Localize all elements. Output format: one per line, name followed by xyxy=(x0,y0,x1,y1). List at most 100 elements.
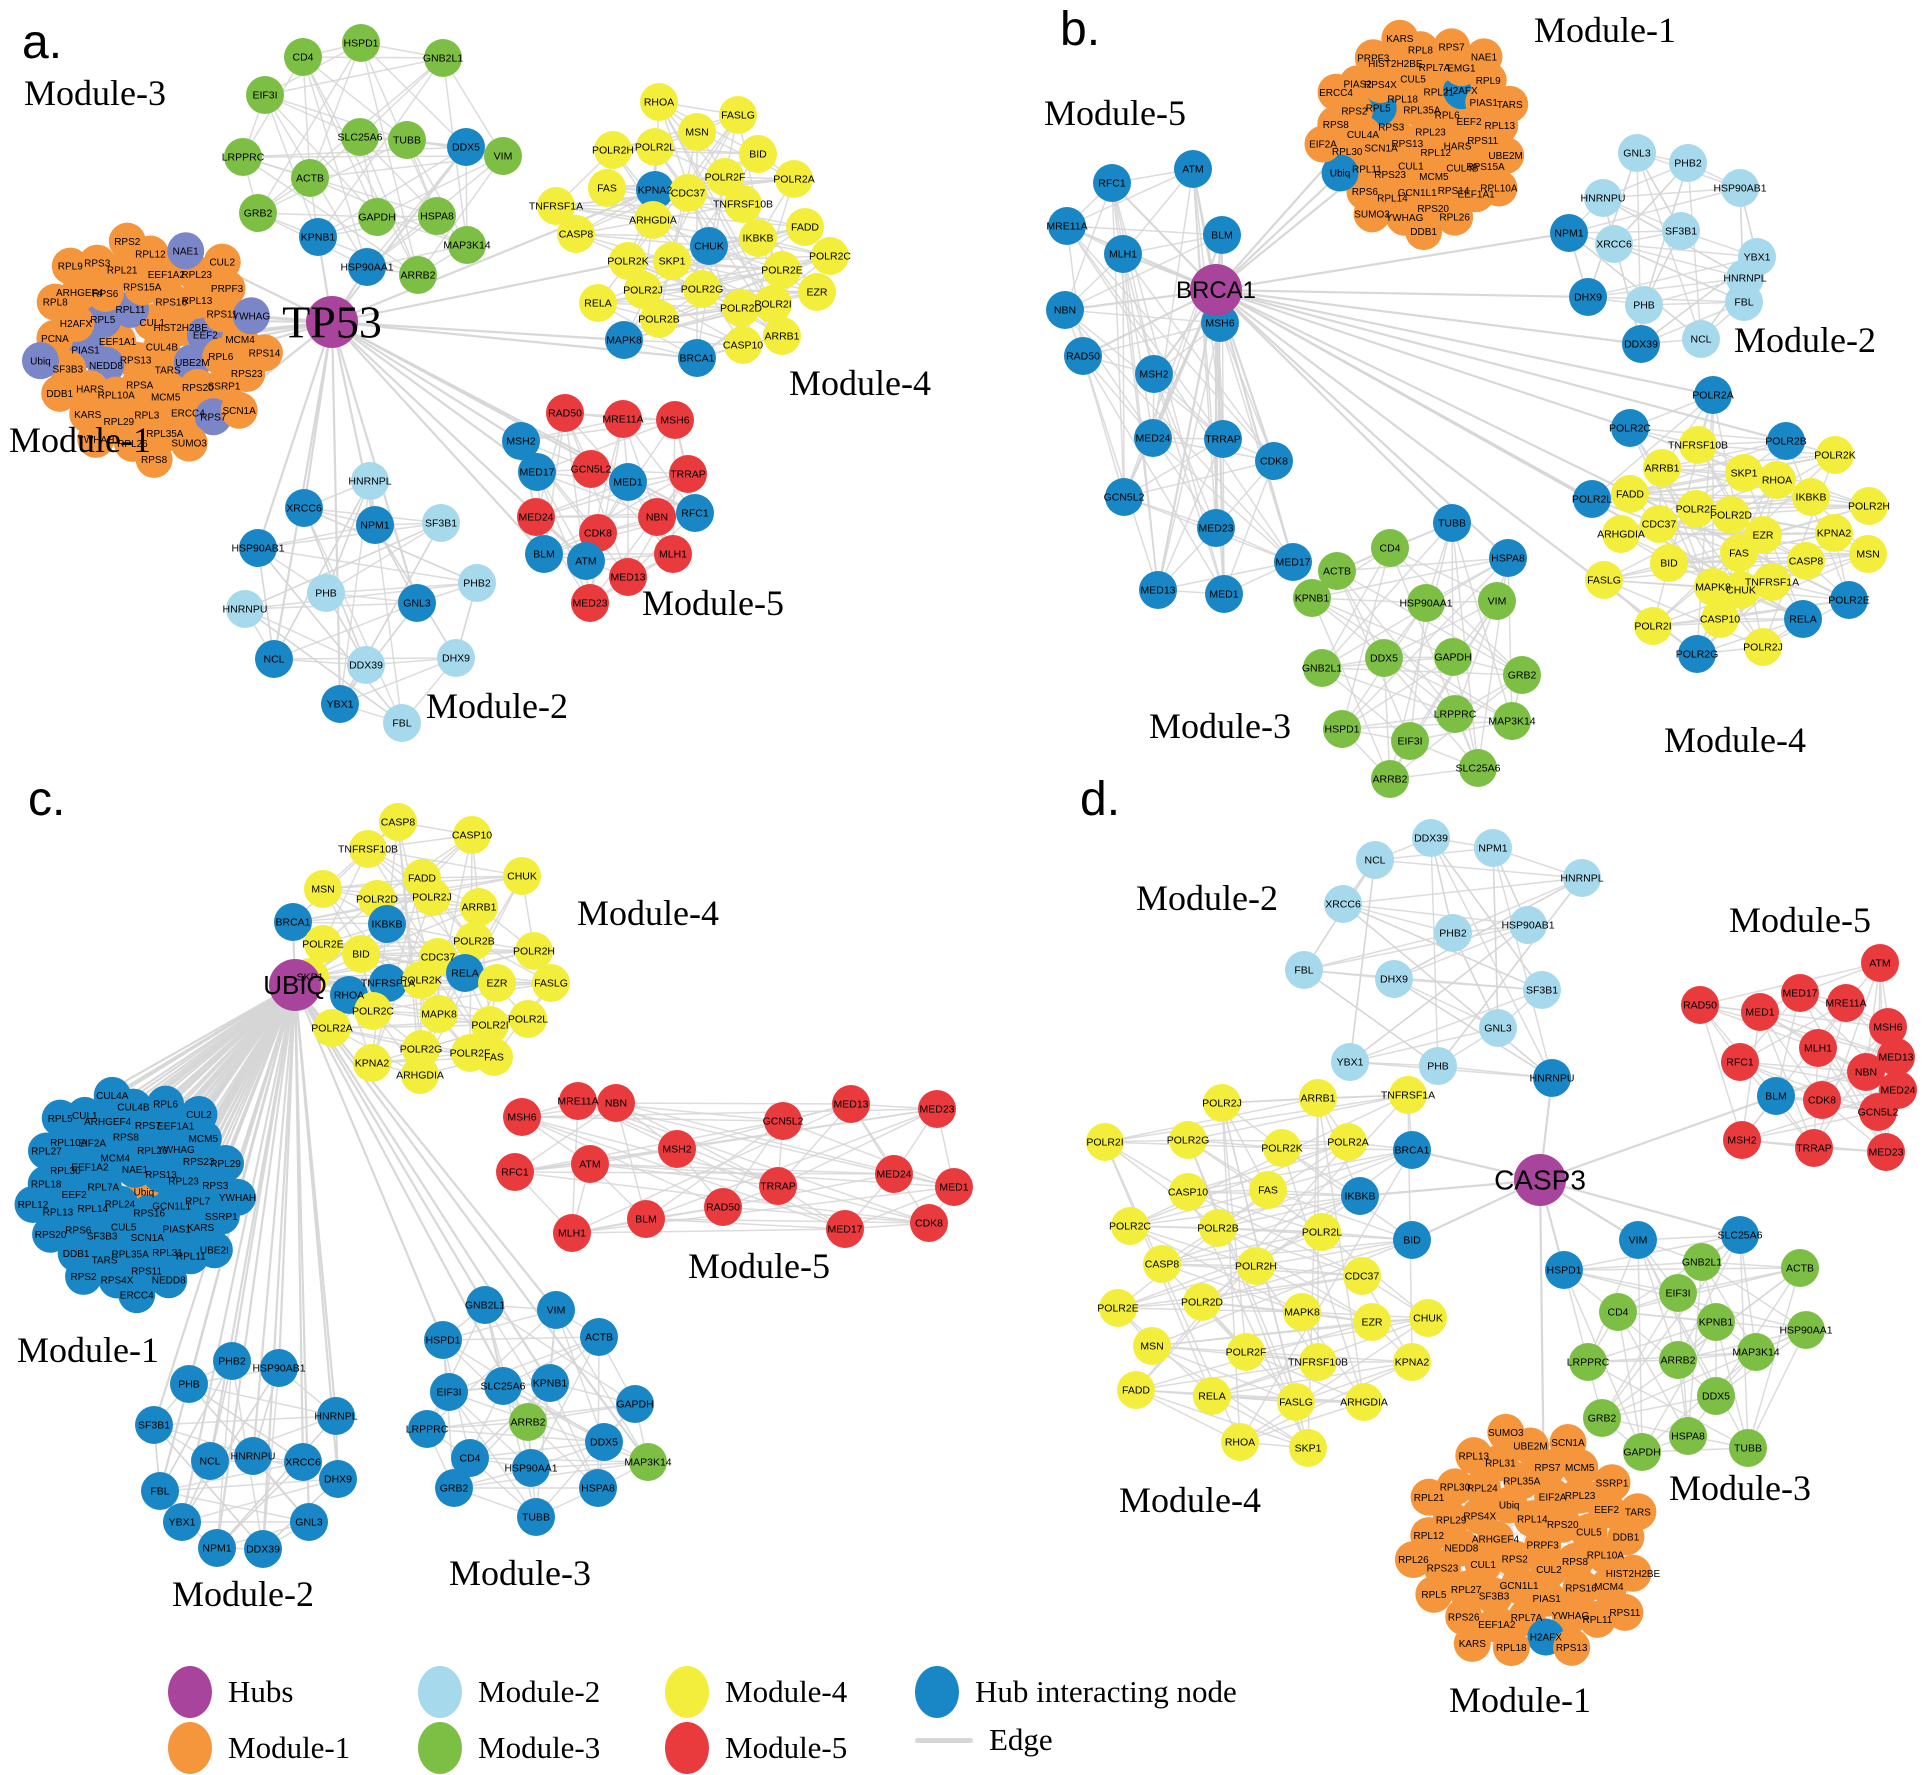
module-label: Module-1 xyxy=(1449,1680,1591,1720)
edge xyxy=(257,547,478,584)
node-NCL xyxy=(1682,320,1720,358)
node-DDX5 xyxy=(1365,639,1403,677)
node-POLR2G xyxy=(683,270,721,308)
edge xyxy=(188,1383,337,1417)
node-PHB2 xyxy=(458,564,496,602)
node-UBE2I xyxy=(195,1231,233,1269)
edge xyxy=(1591,394,1714,500)
node-POLR2J xyxy=(624,271,662,309)
node-SF3B1 xyxy=(1662,212,1700,250)
node-RPS11 xyxy=(1606,1593,1644,1631)
node-MED13 xyxy=(1877,1038,1915,1076)
node-MAPK8 xyxy=(1283,1293,1321,1331)
edge xyxy=(658,255,831,320)
edge xyxy=(1129,1225,1303,1313)
edge xyxy=(1311,597,1427,604)
edge xyxy=(1321,667,1411,742)
edge xyxy=(1349,859,1376,1063)
edge xyxy=(1066,225,1224,440)
edge xyxy=(360,42,419,276)
node-FADD xyxy=(1611,475,1649,513)
edge xyxy=(597,1336,600,1489)
edge xyxy=(1617,1311,1689,1437)
node-TNFRSF1A xyxy=(369,964,407,1002)
node-MAP3K14 xyxy=(1493,702,1531,740)
node-FASLG xyxy=(1277,1383,1315,1421)
edge xyxy=(1617,1234,1741,1313)
node-RPL13 xyxy=(1455,1437,1493,1475)
node-MED1 xyxy=(1205,575,1243,613)
node-TNFRSF10B xyxy=(349,830,387,868)
node-MRE11A xyxy=(1827,984,1865,1022)
node-NBN xyxy=(1847,1053,1885,1091)
edge xyxy=(244,522,442,610)
edge xyxy=(1066,225,1294,563)
node-HSP90AB1 xyxy=(260,1349,298,1387)
node-CHUK xyxy=(1722,571,1760,609)
edge xyxy=(1066,225,1275,462)
node-SSRP1 xyxy=(1593,1464,1631,1502)
node-FBL xyxy=(141,1472,179,1510)
edge xyxy=(1303,924,1529,971)
node-NPM1 xyxy=(356,506,394,544)
edge xyxy=(1587,152,1638,298)
hub-CASP3 xyxy=(1514,1154,1566,1206)
node-BID xyxy=(1393,1221,1431,1259)
node-MED23 xyxy=(571,584,609,622)
edge xyxy=(1507,557,1513,722)
edge xyxy=(543,473,689,555)
node-POLR2K xyxy=(609,242,647,280)
node-EIF3I xyxy=(1659,1274,1697,1312)
node-HSP90AA1 xyxy=(1407,584,1445,622)
node-CDK8 xyxy=(1803,1081,1841,1119)
node-ARHGDIA xyxy=(634,201,672,239)
edge xyxy=(1587,256,1758,298)
node-FBL xyxy=(1285,951,1323,989)
node-POLR2L xyxy=(1303,1213,1341,1251)
edge xyxy=(426,1304,486,1430)
node-DDX5 xyxy=(447,128,485,166)
node-GRB2 xyxy=(1583,1399,1621,1437)
node-POLR2K xyxy=(1263,1129,1301,1167)
edge xyxy=(1383,657,1513,722)
node-NBN xyxy=(597,1084,635,1122)
module-label: Module-4 xyxy=(1119,1480,1261,1520)
edge xyxy=(1641,1321,1717,1453)
node-HSPD1 xyxy=(342,24,380,62)
edge xyxy=(672,419,676,555)
node-PRPF3 xyxy=(1354,39,1392,77)
edge xyxy=(514,1120,784,1173)
node-ATM xyxy=(567,542,605,580)
edge xyxy=(1122,253,1159,591)
node-YWHAH xyxy=(218,1178,256,1216)
node-HNRNPU xyxy=(234,1437,272,1475)
node-IKBKB xyxy=(368,905,406,943)
node-XRCC6 xyxy=(1324,885,1362,923)
edge xyxy=(1082,355,1159,591)
edge xyxy=(302,56,408,141)
edge xyxy=(1601,1267,1801,1419)
edge xyxy=(331,146,467,323)
edge xyxy=(1219,322,1275,462)
module-label: Module-3 xyxy=(1149,706,1291,746)
hub-label-CASP3: CASP3 xyxy=(1494,1165,1586,1196)
edge xyxy=(1215,288,1589,299)
node-HSP90AB1 xyxy=(1721,169,1759,207)
edge xyxy=(1135,1389,1365,1403)
node-IKBKB xyxy=(1792,478,1830,516)
node-RAD50 xyxy=(546,394,584,432)
node-BLM xyxy=(1203,216,1241,254)
edge xyxy=(1122,253,1155,375)
node-MSH2 xyxy=(658,1130,696,1168)
edge xyxy=(309,42,362,179)
node-HNRNPU xyxy=(226,590,264,628)
node-ARRB1 xyxy=(460,888,498,926)
edge xyxy=(1563,1267,1801,1271)
node-POLR2F xyxy=(1677,490,1715,528)
edge xyxy=(1587,296,1745,303)
node-POLR2E xyxy=(1830,581,1868,619)
edge xyxy=(1064,234,1223,311)
edge xyxy=(1785,440,1850,601)
node-IKBKB xyxy=(739,219,777,257)
node-MSH2 xyxy=(502,422,540,460)
